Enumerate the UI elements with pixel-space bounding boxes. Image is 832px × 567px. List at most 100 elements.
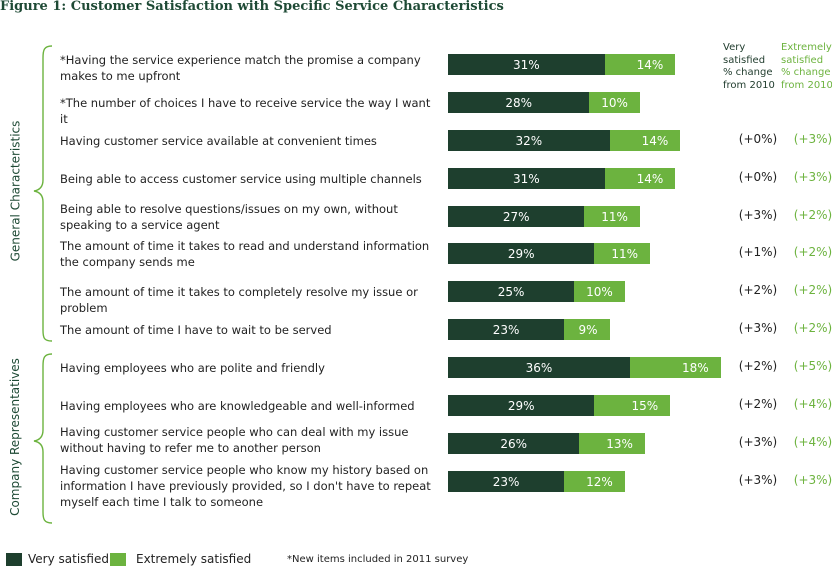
- bar-extremely-satisfied: 14%: [609, 130, 681, 151]
- change-extremely-satisfied: (+2%): [793, 321, 832, 335]
- legend-swatch-very-satisfied: [6, 553, 22, 566]
- bar-label-extremely-satisfied: 14%: [636, 171, 664, 186]
- row-label: Having customer service available at con…: [60, 134, 377, 148]
- bar-extremely-satisfied: 14%: [604, 168, 676, 189]
- change-very-satisfied: (+3%): [738, 208, 778, 222]
- bar-label-extremely-satisfied: 15%: [631, 398, 659, 413]
- change-very-satisfied: (+2%): [738, 359, 778, 373]
- bar-label-extremely-satisfied: 10%: [586, 284, 613, 299]
- extremely-satisfied-change-header-line: Extremely: [781, 42, 832, 53]
- change-very-satisfied: (+3%): [738, 473, 778, 487]
- group-label-company-representatives: Company Representatives: [7, 358, 22, 516]
- bar-very-satisfied: 32%: [448, 130, 610, 151]
- change-extremely-satisfied: (+5%): [793, 359, 832, 373]
- bar-label-extremely-satisfied: 14%: [636, 57, 664, 72]
- bar-label-extremely-satisfied: 12%: [586, 474, 613, 489]
- change-extremely-satisfied: (+3%): [793, 132, 832, 146]
- bar-extremely-satisfied: 10%: [589, 92, 640, 113]
- change-very-satisfied: (+2%): [738, 397, 778, 411]
- row-label: Having customer service people who can d…: [60, 425, 409, 455]
- group-braces: [33, 45, 53, 524]
- change-extremely-satisfied: (+2%): [793, 245, 832, 259]
- bar-label-very-satisfied: 23%: [492, 322, 520, 337]
- bar-very-satisfied: 36%: [448, 357, 630, 378]
- bar-extremely-satisfied: 9%: [564, 319, 610, 340]
- change-extremely-satisfied: (+3%): [793, 170, 832, 184]
- general-characteristics-brace: [33, 45, 53, 342]
- footnote: *New items included in 2011 survey: [287, 554, 469, 565]
- bar-extremely-satisfied: 10%: [574, 281, 625, 302]
- very-satisfied-change-header-line: % change: [723, 67, 773, 78]
- row-label: *The number of choices I have to receive…: [60, 96, 431, 126]
- change-very-satisfied: (+1%): [738, 245, 778, 259]
- change-extremely-satisfied: (+2%): [793, 283, 832, 297]
- bar-extremely-satisfied: 11%: [594, 243, 650, 264]
- extremely-satisfied-change-header-line: satisfied: [781, 54, 824, 66]
- bar-label-very-satisfied: 31%: [512, 57, 540, 72]
- very-satisfied-change-header-line: satisfied: [723, 54, 766, 66]
- chart-title: Figure 1: Customer Satisfaction with Spe…: [0, 0, 504, 14]
- bar-label-very-satisfied: 25%: [497, 284, 525, 299]
- bar-very-satisfied: 28%: [448, 92, 590, 113]
- bar-very-satisfied: 29%: [448, 243, 595, 264]
- row-label: *Having the service experience match the…: [60, 53, 421, 83]
- very-satisfied-change-header-line: Very: [723, 42, 746, 53]
- bar-label-extremely-satisfied: 9%: [578, 322, 598, 337]
- bar-very-satisfied: 27%: [448, 206, 585, 227]
- change-extremely-satisfied: (+3%): [793, 473, 832, 487]
- change-extremely-satisfied: (+4%): [793, 397, 832, 411]
- bar-extremely-satisfied: 13%: [579, 433, 645, 454]
- row-label: The amount of time it takes to read and …: [60, 239, 430, 269]
- bar-label-very-satisfied: 28%: [505, 95, 533, 110]
- change-very-satisfied: (+2%): [738, 283, 778, 297]
- bar-extremely-satisfied: 11%: [584, 206, 640, 227]
- change-very-satisfied: (+0%): [738, 170, 778, 184]
- very-satisfied-change-header: Very satisfied % change from 2010: [723, 42, 775, 92]
- row-label: The amount of time I have to wait to be …: [60, 323, 332, 337]
- bar-extremely-satisfied: 18%: [629, 357, 721, 378]
- row-label: Having employees who are knowledgeable a…: [60, 399, 415, 413]
- row-label: Being able to access customer service us…: [60, 172, 422, 186]
- change-very-satisfied: (+3%): [738, 321, 778, 335]
- bar-very-satisfied: 29%: [448, 395, 595, 416]
- bar-label-extremely-satisfied: 10%: [601, 95, 628, 110]
- change-very-satisfied: (+0%): [738, 132, 778, 146]
- change-very-satisfied: (+3%): [738, 435, 778, 449]
- bar-label-very-satisfied: 27%: [502, 209, 530, 224]
- row-label: The amount of time it takes to completel…: [60, 285, 418, 315]
- row-label: Having employees who are polite and frie…: [60, 361, 325, 375]
- bar-extremely-satisfied: 15%: [594, 395, 671, 416]
- bar-label-extremely-satisfied: 11%: [611, 246, 638, 261]
- bar-extremely-satisfied: 14%: [604, 54, 676, 75]
- bar-very-satisfied: 25%: [448, 281, 575, 302]
- bar-very-satisfied: 23%: [448, 319, 565, 340]
- change-extremely-satisfied: (+2%): [793, 208, 832, 222]
- bar-very-satisfied: 23%: [448, 471, 565, 492]
- row-label: Having customer service people who know …: [60, 463, 431, 509]
- bar-label-very-satisfied: 29%: [507, 398, 535, 413]
- bar-label-very-satisfied: 31%: [512, 171, 540, 186]
- company-representatives-brace: [33, 353, 53, 524]
- extremely-satisfied-change-header-line: % change: [781, 67, 831, 78]
- extremely-satisfied-change-header: Extremely satisfied % change from 2010: [781, 42, 832, 92]
- bar-label-very-satisfied: 36%: [525, 360, 553, 375]
- row-label: Being able to resolve questions/issues o…: [60, 202, 398, 232]
- bar-label-very-satisfied: 23%: [492, 474, 520, 489]
- legend-label-very-satisfied: Very satisfied: [28, 552, 109, 566]
- bar-label-very-satisfied: 29%: [507, 246, 535, 261]
- bar-very-satisfied: 31%: [448, 168, 605, 189]
- bar-label-extremely-satisfied: 18%: [682, 360, 709, 375]
- bar-label-very-satisfied: 32%: [515, 133, 543, 148]
- legend-swatch-extremely-satisfied: [110, 553, 126, 566]
- legend-label-extremely-satisfied: Extremely satisfied: [136, 552, 252, 566]
- extremely-satisfied-change-header-line: from 2010: [781, 79, 832, 91]
- bar-label-extremely-satisfied: 14%: [641, 133, 669, 148]
- very-satisfied-change-header-line: from 2010: [723, 79, 775, 91]
- bar-very-satisfied: 26%: [448, 433, 580, 454]
- bar-extremely-satisfied: 12%: [564, 471, 625, 492]
- bar-very-satisfied: 31%: [448, 54, 605, 75]
- change-extremely-satisfied: (+4%): [793, 435, 832, 449]
- bar-label-extremely-satisfied: 11%: [601, 209, 628, 224]
- bar-label-extremely-satisfied: 13%: [606, 436, 633, 451]
- group-label-general-characteristics: General Characteristics: [7, 120, 22, 262]
